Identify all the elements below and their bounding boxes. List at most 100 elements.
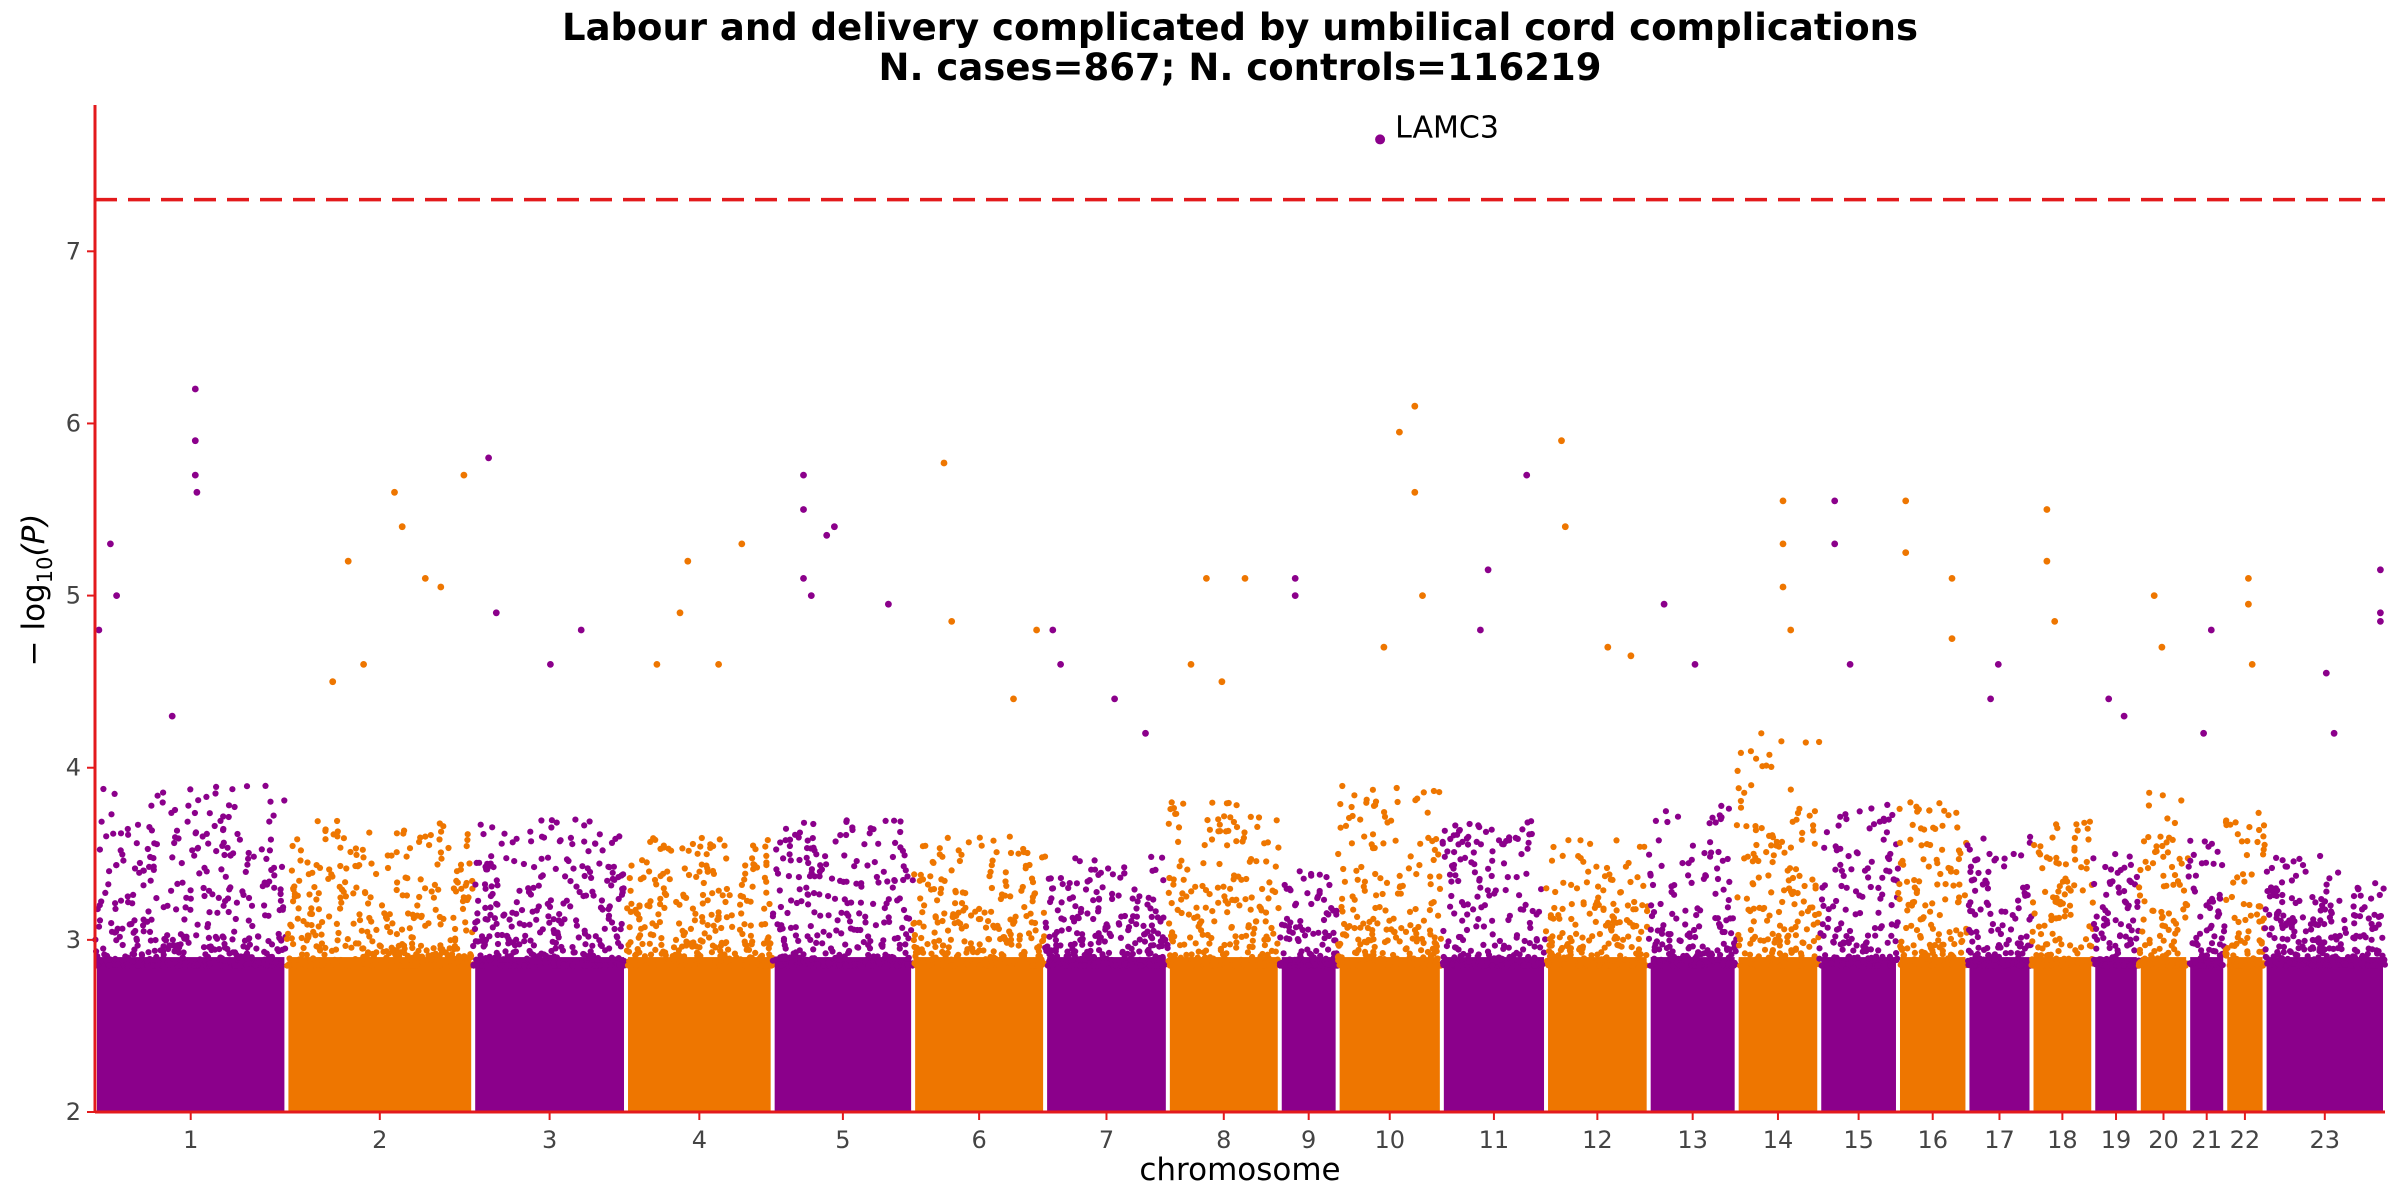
point [2248,871,2255,878]
chromosome-19-points [2090,851,2142,1112]
point [1701,850,1708,857]
point [1178,896,1185,903]
point [814,961,821,968]
point [1900,952,1908,959]
point [786,836,793,844]
point [1451,910,1458,917]
point [2121,888,2128,895]
point [567,903,574,910]
point [2106,940,2113,947]
point [1029,879,1037,886]
point [780,937,788,945]
point [525,885,532,892]
point [937,890,944,897]
point [253,945,260,952]
point [1801,882,1808,890]
point [138,951,145,958]
point [1304,890,1311,897]
point [1445,938,1452,945]
point [511,962,518,969]
point [1809,904,1816,911]
point [814,932,821,939]
point [2149,907,2156,914]
point [1564,941,1571,948]
point [862,958,869,965]
point [870,900,877,908]
point [715,887,722,894]
point [698,834,705,842]
point [1118,913,1125,920]
chromosome-16-band [1899,957,1966,1112]
point [672,962,679,969]
point [219,933,226,940]
point [405,962,412,969]
point [1219,951,1227,958]
point [348,944,355,951]
point [792,831,799,838]
point [1227,814,1234,821]
point [897,828,904,836]
point [829,948,836,955]
point [1322,929,1329,936]
point [882,817,889,825]
point [1417,840,1424,847]
point [1202,904,1209,911]
point [1822,957,1829,964]
point [322,826,329,833]
point [345,962,353,969]
point [977,962,984,969]
point [1540,949,1547,956]
point [2203,927,2210,934]
point [1209,799,1216,806]
point [1721,957,1728,964]
point [2361,904,2368,911]
point [1766,751,1773,758]
point [457,861,465,868]
point [1832,843,1839,850]
point [1606,871,1613,878]
point [1634,874,1641,881]
point [1548,939,1555,946]
point [1853,942,1860,949]
point [1955,856,1962,863]
point [1058,927,1065,934]
point [1121,870,1128,877]
point [211,946,218,953]
point [267,798,274,805]
point [1411,927,1419,934]
point [1940,941,1947,948]
point [1253,858,1260,865]
point [1737,797,1744,805]
point [2326,875,2333,882]
point [266,847,273,854]
point [2166,834,2173,841]
point [712,927,719,934]
point [1743,823,1750,830]
point [384,864,392,872]
point [166,942,173,949]
point [459,905,467,913]
point [2071,882,2078,889]
point [810,820,817,828]
point [699,914,706,921]
point [1007,936,1015,943]
point [1270,930,1277,937]
point [820,928,827,935]
point [641,953,649,960]
point [948,956,955,963]
point [808,869,815,877]
point [1724,904,1731,911]
point [483,962,490,969]
point [187,786,194,793]
point [709,890,716,897]
point [1371,943,1378,951]
point [1377,875,1384,882]
point [1954,824,1961,831]
point [189,847,196,854]
point [96,917,104,924]
point [1624,961,1631,969]
point [653,881,660,888]
point [1694,905,1701,912]
point [347,848,354,856]
